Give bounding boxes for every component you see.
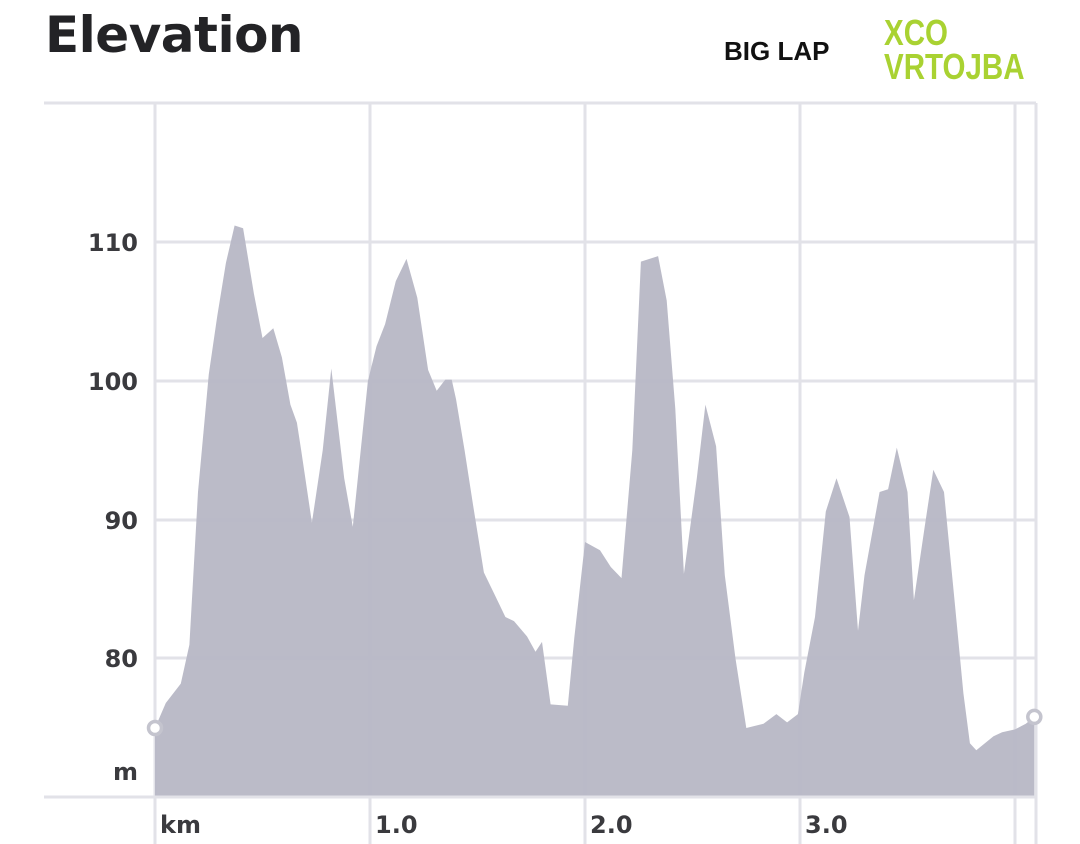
brand-line-1: XCO: [884, 12, 948, 53]
start-marker: [146, 719, 164, 737]
x-unit-label: km: [160, 811, 201, 839]
y-unit-label: m: [113, 758, 138, 786]
brand-line-2: VRTOJBA: [884, 46, 1025, 87]
brand-logo: XCO VRTOJBA: [884, 12, 1025, 87]
y-tick-label: 80: [105, 645, 138, 673]
x-tick-label: 2.0: [590, 811, 633, 839]
page-title: Elevation: [45, 6, 304, 64]
y-tick-label: 110: [88, 229, 138, 257]
x-tick-label: 1.0: [375, 811, 418, 839]
end-marker: [1026, 708, 1043, 726]
elevation-area: [155, 225, 1035, 797]
y-tick-label: 90: [105, 507, 138, 535]
y-tick-label: 100: [88, 368, 138, 396]
x-tick-label: 3.0: [805, 811, 848, 839]
lap-label: BIG LAP: [724, 36, 830, 66]
